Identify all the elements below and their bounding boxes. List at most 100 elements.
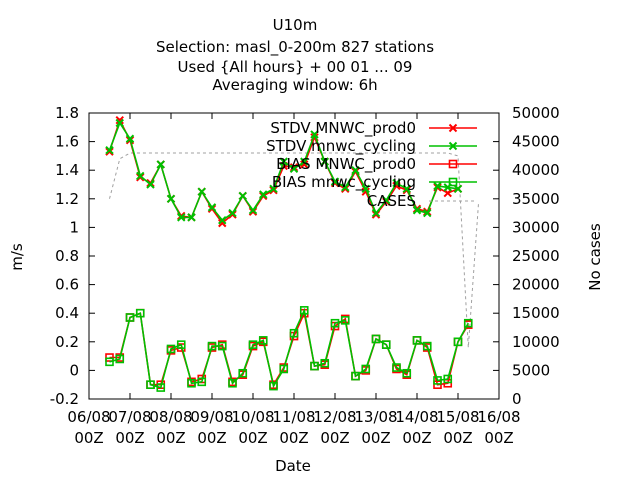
series-point-3 (115, 354, 125, 364)
series-point-1 (228, 208, 237, 218)
series-point-1 (238, 191, 247, 201)
x-tick-label-date: 08/08 (149, 408, 192, 426)
series-point-1 (187, 213, 196, 222)
series-point-1 (361, 184, 370, 193)
series-point-1 (248, 206, 258, 215)
x-tick-label-hour: 00Z (402, 429, 431, 447)
axes: -0.2 0 0.2 0.4 0.6 0.8 1 1.2 1.4 1.6 1.8 0 5000 10000… (50, 104, 560, 447)
y2-tick-label: 10000 (512, 333, 560, 351)
x-tick-label-date: 13/08 (354, 408, 397, 426)
series-point-1 (289, 164, 299, 173)
data-series (105, 115, 473, 392)
series-point-1 (371, 208, 381, 218)
x-tick-label-hour: 00Z (156, 429, 185, 447)
series-point-3 (433, 376, 442, 385)
series-point-3 (166, 344, 176, 354)
series-point-3 (443, 374, 453, 384)
legend-label: STDV MNWC_prod0 (270, 119, 416, 138)
cases-series (109, 152, 479, 348)
series-point-3 (269, 381, 278, 391)
x-tick-label-date: 14/08 (395, 408, 438, 426)
y-axis-label: m/s (8, 243, 26, 271)
series-point-3 (217, 341, 227, 351)
series-point-0 (371, 210, 381, 219)
legend-label: CASES (367, 192, 416, 210)
legend-label: BIAS MNWC_prod0 (276, 155, 416, 174)
series-line-3 (109, 307, 469, 389)
x-tick-label-hour: 00Z (115, 429, 144, 447)
series-point-3 (299, 306, 309, 315)
series-point-3 (279, 364, 289, 374)
series-point-3 (156, 383, 166, 392)
x-tick-label-date: 10/08 (231, 408, 274, 426)
series-point-1 (423, 208, 432, 218)
y2-axis-label: No cases (586, 223, 604, 291)
y2-tick-label: 15000 (512, 304, 560, 322)
series-point-1 (115, 118, 124, 128)
series-point-0 (136, 173, 145, 182)
x-tick-label-hour: 00Z (484, 429, 513, 447)
x-tick-label-date: 16/08 (477, 408, 520, 426)
chart-title: U10m Selection: masl_0-200m 827 stations… (156, 16, 434, 94)
x-tick-label-hour: 00Z (238, 429, 267, 447)
x-axis-label: Date (275, 457, 311, 475)
series-point-1 (341, 183, 350, 192)
series-point-3 (392, 363, 401, 372)
series-point-1 (105, 145, 114, 155)
series-point-3 (197, 377, 207, 387)
series-point-1 (166, 194, 176, 204)
x-tick-label-hour: 00Z (279, 429, 308, 447)
y-tick-label: 0.4 (55, 304, 79, 322)
series-point-1 (392, 178, 401, 188)
series-point-1 (146, 180, 155, 189)
legend-swatch-marker (448, 159, 458, 169)
series-point-1 (330, 177, 340, 186)
series-point-3 (453, 337, 463, 347)
legend-label: BIAS mnwc_cycling (272, 173, 416, 192)
series-point-1 (197, 187, 206, 196)
legend-swatch-marker (448, 123, 458, 133)
series-point-0 (105, 147, 114, 156)
series-point-1 (177, 213, 186, 222)
series-point-3 (258, 336, 268, 345)
series-point-3 (412, 336, 422, 345)
series-point-1 (351, 165, 360, 175)
series-point-3 (361, 364, 371, 374)
series-point-0 (218, 218, 227, 228)
y2-tick-label: 45000 (512, 133, 560, 151)
series-point-0 (330, 178, 340, 188)
series-point-3 (187, 378, 196, 388)
series-point-1 (300, 157, 309, 166)
x-tick-label-date: 06/08 (67, 408, 110, 426)
series-point-0 (248, 207, 258, 216)
y2-tick-label: 30000 (512, 218, 560, 236)
series-point-0 (300, 160, 309, 169)
series-point-3 (310, 361, 319, 371)
y-tick-label: 0 (69, 361, 79, 379)
x-tick-label-hour: 00Z (197, 429, 226, 447)
title-line-2: Selection: masl_0-200m 827 stations (156, 38, 434, 57)
series-point-1 (402, 184, 411, 193)
y2-tick-label: 0 (512, 390, 522, 408)
series-point-3 (125, 313, 135, 322)
series-point-3 (248, 340, 258, 349)
series-point-3 (207, 341, 217, 351)
series-point-1 (382, 196, 391, 205)
series-point-1 (279, 157, 288, 166)
series-point-3 (146, 380, 155, 390)
y-tick-label: 0.8 (55, 247, 79, 265)
series-point-3 (289, 328, 299, 338)
series-point-1 (156, 160, 165, 169)
x-tick-label-hour: 00Z (443, 429, 472, 447)
y-tick-label: 0.2 (55, 333, 79, 351)
y-tick-label: 1.6 (55, 133, 79, 151)
x-tick-label-date: 15/08 (436, 408, 479, 426)
y-tick-label: 1.8 (55, 104, 79, 122)
series-point-3 (320, 358, 330, 368)
series-point-1 (259, 190, 268, 199)
y2-tick-label: 25000 (512, 247, 560, 265)
series-point-0 (269, 186, 278, 195)
y-tick-label: 1.4 (55, 161, 79, 179)
